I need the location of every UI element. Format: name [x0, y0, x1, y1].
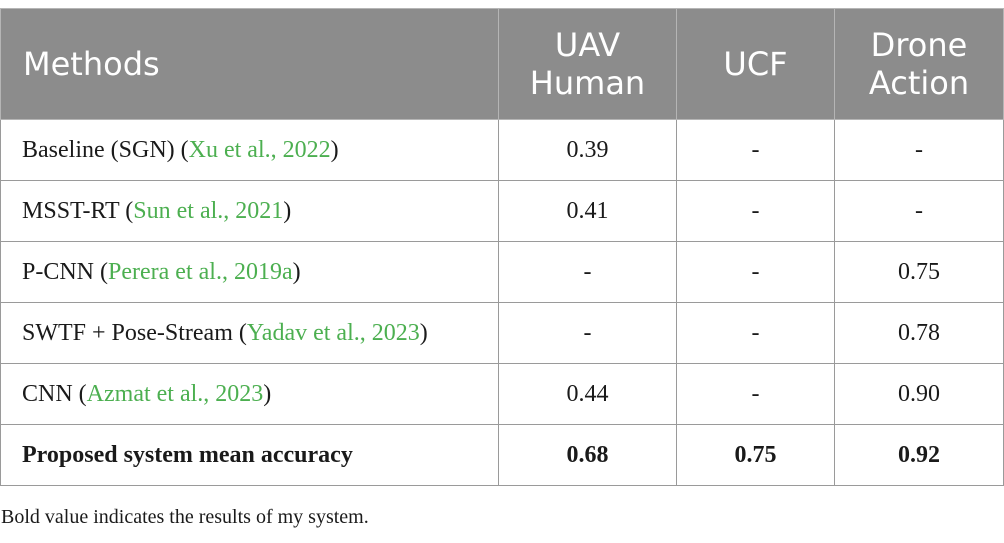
- header-drone-action: Drone Action: [834, 8, 1004, 120]
- cite-open: (: [119, 197, 134, 224]
- cite-close: ): [263, 380, 272, 407]
- table-row: MSST-RT (Sun et al., 2021) 0.41 - -: [0, 180, 1004, 242]
- uav-human-value: 0.41: [498, 180, 677, 242]
- proposed-row: Proposed system mean accuracy 0.68 0.75 …: [0, 424, 1004, 486]
- method-cell: SWTF + Pose-Stream (Yadav et al., 2023): [0, 302, 499, 364]
- table-row: CNN (Azmat et al., 2023) 0.44 - 0.90: [0, 363, 1004, 425]
- cite-open: (: [174, 136, 189, 163]
- header-methods: Methods: [0, 8, 499, 120]
- drone-action-value: -: [834, 180, 1004, 242]
- citation-link[interactable]: Sun et al., 2021: [133, 197, 284, 224]
- table-row: SWTF + Pose-Stream (Yadav et al., 2023) …: [0, 302, 1004, 364]
- table-footnote: Bold value indicates the results of my s…: [1, 506, 369, 528]
- method-name: SWTF + Pose-Stream: [22, 319, 233, 346]
- ucf-value: -: [676, 241, 835, 303]
- header-row: Methods UAV Human UCF Drone Action: [0, 8, 1004, 120]
- cite-open: (: [72, 380, 87, 407]
- cite-close: ): [419, 319, 428, 346]
- header-ucf: UCF: [676, 8, 835, 120]
- header-drone-line1: Drone: [870, 26, 968, 64]
- method-name: P-CNN: [22, 258, 95, 285]
- method-cell: Baseline (SGN) (Xu et al., 2022): [0, 119, 499, 181]
- cite-close: ): [330, 136, 339, 163]
- method-cell: CNN (Azmat et al., 2023): [0, 363, 499, 425]
- uav-human-value: -: [498, 302, 677, 364]
- cite-open: (: [94, 258, 109, 285]
- proposed-ucf-value: 0.75: [676, 424, 835, 486]
- header-uav-line2: Human: [529, 64, 646, 102]
- method-name: CNN: [22, 380, 73, 407]
- proposed-method: Proposed system mean accuracy: [0, 424, 499, 486]
- ucf-value: -: [676, 180, 835, 242]
- citation-link[interactable]: Perera et al., 2019a: [108, 258, 293, 285]
- citation-link[interactable]: Yadav et al., 2023: [246, 319, 420, 346]
- uav-human-value: 0.44: [498, 363, 677, 425]
- uav-human-value: 0.39: [498, 119, 677, 181]
- ucf-value: -: [676, 119, 835, 181]
- citation-link[interactable]: Azmat et al., 2023: [86, 380, 264, 407]
- results-table: Methods UAV Human UCF Drone Action Baselin…: [0, 8, 1004, 486]
- method-name: MSST-RT: [22, 197, 120, 224]
- drone-action-value: 0.90: [834, 363, 1004, 425]
- header-uav-line1: UAV: [554, 26, 621, 64]
- table-row: Baseline (SGN) (Xu et al., 2022) 0.39 - …: [0, 119, 1004, 181]
- method-name: Baseline (SGN): [22, 136, 175, 163]
- cite-close: ): [283, 197, 292, 224]
- citation-link[interactable]: Xu et al., 2022: [188, 136, 331, 163]
- table-row: P-CNN (Perera et al., 2019a) - - 0.75: [0, 241, 1004, 303]
- header-uav-human: UAV Human: [498, 8, 677, 120]
- ucf-value: -: [676, 363, 835, 425]
- uav-human-value: -: [498, 241, 677, 303]
- proposed-uav-human-value: 0.68: [498, 424, 677, 486]
- proposed-drone-action-value: 0.92: [834, 424, 1004, 486]
- ucf-value: -: [676, 302, 835, 364]
- method-cell: MSST-RT (Sun et al., 2021): [0, 180, 499, 242]
- table-body: Baseline (SGN) (Xu et al., 2022) 0.39 - …: [0, 119, 1004, 486]
- header-drone-line2: Action: [868, 64, 970, 102]
- table-header: Methods UAV Human UCF Drone Action: [0, 8, 1004, 120]
- drone-action-value: 0.75: [834, 241, 1004, 303]
- drone-action-value: 0.78: [834, 302, 1004, 364]
- cite-open: (: [232, 319, 247, 346]
- method-cell: P-CNN (Perera et al., 2019a): [0, 241, 499, 303]
- drone-action-value: -: [834, 119, 1004, 181]
- cite-close: ): [292, 258, 301, 285]
